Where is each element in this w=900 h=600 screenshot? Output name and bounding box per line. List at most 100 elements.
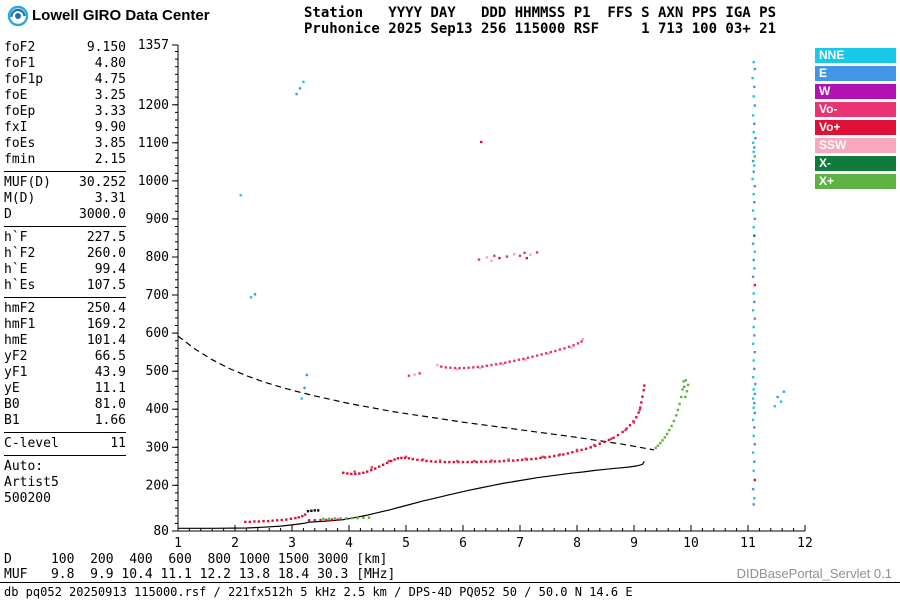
param-value: 107.5 [86,278,126,293]
y-tick-label: 500 [146,364,169,379]
param-value: 9.150 [86,40,126,55]
param-label: hmF2 [4,301,36,316]
param-row: fmin 2.15 [4,152,126,168]
param-row: B0 81.0 [4,397,126,413]
param-row: D 3000.0 [4,207,126,223]
param-label: h`Es [4,278,36,293]
param-label: C-level [4,436,59,451]
param-row: foEs 3.85 [4,136,126,152]
footer-divider [0,582,900,583]
legend-item-w: W [815,84,896,99]
panel-divider [4,432,126,433]
param-value: 3.31 [94,191,126,206]
x-tick-label: 1 [174,536,182,551]
legend-item-x: X+ [815,174,896,189]
param-row: hmE 101.4 [4,333,126,349]
y-tick-label: 800 [146,250,169,265]
parameter-panel: foF2 9.150 foF1 4.80 foF1p 4.75 foE 3.25 foEp 3.3… [4,40,126,507]
param-value: 3000.0 [79,207,126,222]
param-value: 227.5 [86,230,126,245]
param-row: Artist5 [4,475,126,491]
panel-divider [4,455,126,456]
param-row: foF1p 4.75 [4,72,126,88]
param-label: h`E [4,262,28,277]
param-row: fxI 9.90 [4,120,126,136]
param-label: MUF(D) [4,175,51,190]
param-row: C-level 11 [4,436,126,452]
param-row: h`E 99.4 [4,262,126,278]
legend-item-vo: Vo+ [815,120,896,135]
y-tick-label: 400 [146,402,169,417]
servlet-watermark: DIDBasePortal_Servlet 0.1 [736,566,892,581]
x-tick-label: 3 [288,536,296,551]
x-tick-label: 10 [683,536,699,551]
param-value: 99.4 [94,262,126,277]
param-label: foF1p [4,72,44,87]
panel-divider [4,297,126,298]
param-row: h`F 227.5 [4,230,126,246]
param-row: yE 11.1 [4,381,126,397]
param-label: 500200 [4,491,51,506]
param-row: MUF(D) 30.252 [4,175,126,191]
param-label: Auto: [4,459,44,474]
axes: 1357120011001000900800700600500400300200… [138,38,813,551]
param-label: foF1 [4,56,36,71]
param-row: foF2 9.150 [4,40,126,56]
param-value: 66.5 [94,349,126,364]
d-muf-table: D 100 200 400 600 800 1000 1500 3000 [km… [4,552,395,582]
param-value: 3.25 [94,88,126,103]
param-label: foEs [4,136,36,151]
param-label: yF1 [4,365,28,380]
param-value: 43.9 [94,365,126,380]
y-tick-label: 80 [153,524,169,539]
d-muf-row: MUF 9.8 9.9 10.4 11.1 12.2 13.8 18.4 30.… [4,567,396,582]
param-row: yF1 43.9 [4,365,126,381]
legend-item-e: E [815,66,896,81]
param-row: foE 3.25 [4,88,126,104]
x-tick-label: 9 [630,536,638,551]
y-tick-label: 300 [146,440,169,455]
param-label: B0 [4,397,20,412]
transmission-curve [177,335,655,451]
x-tick-label: 4 [345,536,353,551]
x-tick-label: 6 [459,536,467,551]
param-value: 250.4 [86,301,126,316]
panel-divider [4,226,126,227]
param-row: h`Es 107.5 [4,278,126,294]
param-label: fxI [4,120,28,135]
param-value: 11 [110,436,126,451]
doppler-legend: NNE E W Vo- Vo+ SSW X- X+ [815,48,896,192]
param-row: M(D) 3.31 [4,191,126,207]
station-header: Station YYYY DAY DDD HHMMSS P1 FFS S AXN… [304,5,776,37]
x-tick-label: 12 [797,536,813,551]
y-tick-label: 1000 [138,174,169,189]
param-label: foE [4,88,28,103]
y-tick-label: 1100 [138,136,169,151]
param-value: 9.90 [94,120,126,135]
station-header-row: Station YYYY DAY DDD HHMMSS P1 FFS S AXN… [304,5,777,21]
legend-item-ssw: SSW [815,138,896,153]
param-label: foEp [4,104,36,119]
overlay-curves [177,335,655,529]
param-row: hmF1 169.2 [4,317,126,333]
x-tick-label: 7 [516,536,524,551]
param-label: D [4,207,12,222]
giro-logo-icon [7,5,29,27]
param-row: hmF2 250.4 [4,301,126,317]
param-value: 11.1 [94,381,126,396]
legend-item-vo: Vo- [815,102,896,117]
param-value: 101.4 [86,333,126,348]
y-tick-label: 200 [146,478,169,493]
param-label: hmF1 [4,317,36,332]
d-muf-row: D 100 200 400 600 800 1000 1500 3000 [km… [4,552,388,567]
param-value: 3.85 [94,136,126,151]
param-row: foEp 3.33 [4,104,126,120]
y-tick-label: 600 [146,326,169,341]
param-row: h`F2 260.0 [4,246,126,262]
true-height-profile [178,461,645,529]
param-value: 260.0 [86,246,126,261]
x-tick-label: 8 [573,536,581,551]
param-value: 4.80 [94,56,126,71]
